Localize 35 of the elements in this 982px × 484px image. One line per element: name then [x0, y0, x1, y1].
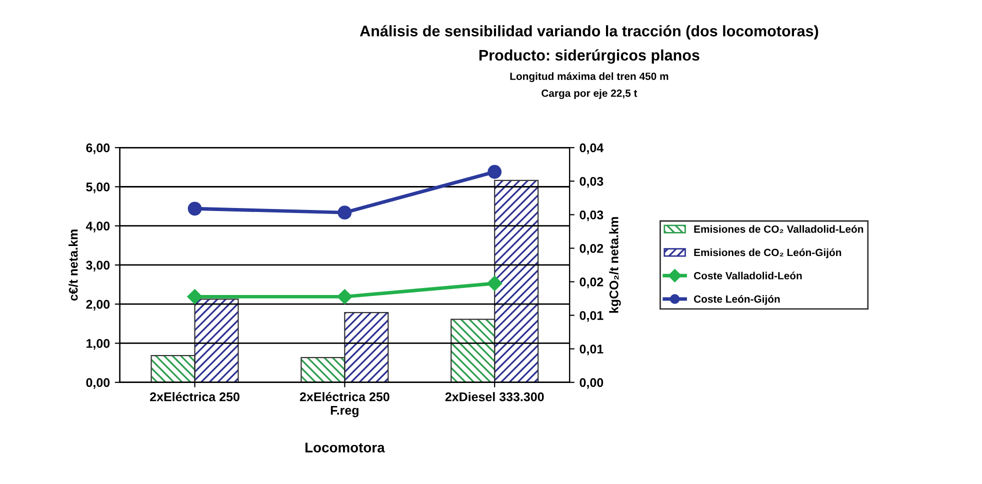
- y2-tick-label: 0,02: [580, 244, 604, 255]
- x-tick-label: 2xDiesel 333.300: [445, 392, 544, 402]
- legend-label: Coste Valladolid-León: [694, 272, 802, 280]
- y2-axis-title: kgCO₂/t neta.km: [609, 217, 621, 313]
- point: [187, 289, 202, 304]
- y-tick-label: 6,00: [86, 143, 110, 154]
- text: Longitud máxima del tren 450 m: [510, 72, 668, 82]
- y-tick-label: 2,00: [86, 300, 110, 311]
- point: [487, 276, 502, 291]
- y2-tick-label: 0,02: [580, 278, 604, 288]
- point: [488, 164, 502, 179]
- chart-title: Análisis de sensibilidad variando la tracción (dos locomotoras): [360, 25, 818, 40]
- y-tick-label: 1,00: [86, 339, 110, 350]
- y2-tick-label: 0,03: [580, 210, 604, 222]
- y2-tick-label: 0,03: [580, 176, 604, 188]
- legend-label: Emisiones de CO₂ León-Gijón: [694, 248, 842, 258]
- y-tick-label: 5,00: [86, 182, 110, 194]
- x-tick-label: 2xEléctrica 250 F.reg: [300, 392, 390, 418]
- x-axis-title: Locomotora: [305, 442, 385, 452]
- text: Carga por eje 22,5 t: [542, 89, 638, 100]
- y-tick-label: 0,00: [86, 378, 110, 389]
- y-tick-label: 4,00: [86, 222, 110, 232]
- point: [337, 289, 352, 304]
- legend-label: Emisiones de CO₂ Valladolid-León: [694, 225, 864, 234]
- y-axis-title: c€/t neta.km: [68, 230, 78, 301]
- y2-tick-label: 0,01: [580, 344, 604, 356]
- legend-label: Coste León-Gijón: [694, 295, 780, 305]
- y2-tick-label: 0,00: [580, 378, 604, 389]
- chart-subtitle: Producto: siderúrgicos planos: [479, 49, 700, 64]
- y2-tick-label: 0,01: [580, 311, 604, 322]
- y2-tick-label: 0,04: [580, 143, 604, 154]
- point: [188, 202, 202, 216]
- x-tick-label: 2xEléctrica 250: [150, 392, 240, 402]
- y-tick-label: 3,00: [86, 260, 110, 272]
- point: [338, 206, 352, 220]
